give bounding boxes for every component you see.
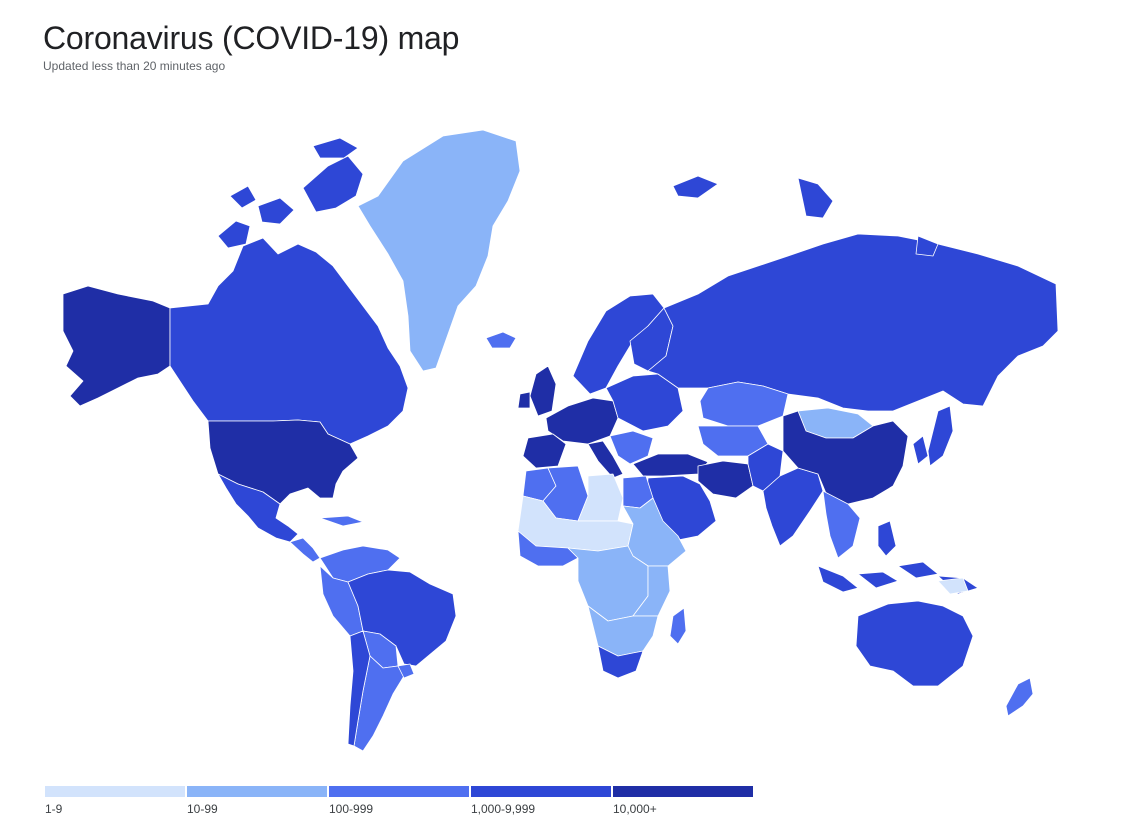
region-canada-arctic-islands[interactable]: [217, 137, 364, 249]
region-west-africa[interactable]: [517, 530, 579, 567]
region-eastern-europe[interactable]: [605, 373, 684, 432]
legend-label: 1,000-9,999: [471, 802, 536, 816]
region-canada[interactable]: [169, 237, 409, 445]
legend-label: 10-99: [187, 802, 218, 816]
region-iceland[interactable]: [485, 331, 517, 349]
region-iberia[interactable]: [522, 433, 567, 469]
map-header: Coronavirus (COVID-19) map Updated less …: [43, 18, 459, 73]
legend-swatch: [613, 786, 753, 797]
legend-swatch: [187, 786, 327, 797]
region-south-africa[interactable]: [597, 645, 644, 679]
page-title: Coronavirus (COVID-19) map: [43, 20, 460, 56]
legend-label: 10,000+: [613, 802, 657, 816]
region-central-america[interactable]: [289, 537, 321, 563]
region-papua[interactable]: [937, 577, 969, 595]
region-southeast-asia[interactable]: [822, 490, 861, 559]
region-korea-japan[interactable]: [912, 405, 954, 467]
region-caribbean[interactable]: [319, 515, 364, 527]
region-uk-ireland[interactable]: [517, 365, 557, 417]
region-philippines[interactable]: [877, 520, 897, 557]
update-status: Updated less than 20 minutes ago: [43, 59, 226, 73]
legend-swatch: [329, 786, 469, 797]
region-iran[interactable]: [697, 460, 754, 499]
region-mexico[interactable]: [217, 473, 299, 543]
region-russia[interactable]: [647, 233, 1059, 412]
region-india[interactable]: [762, 467, 824, 547]
region-chile[interactable]: [347, 630, 371, 747]
region-australia[interactable]: [855, 600, 974, 687]
legend-label: 100-999: [329, 802, 374, 816]
region-sudan-horn[interactable]: [622, 497, 687, 567]
region-balkans[interactable]: [609, 430, 654, 465]
world-map[interactable]: [58, 126, 1062, 758]
region-alaska[interactable]: [62, 285, 171, 407]
legend-swatch: [45, 786, 185, 797]
region-new-zealand[interactable]: [1005, 677, 1034, 717]
legend-swatch: [471, 786, 611, 797]
region-italy[interactable]: [587, 440, 624, 479]
region-madagascar[interactable]: [669, 607, 687, 645]
region-china[interactable]: [782, 410, 909, 505]
region-uruguay[interactable]: [397, 663, 415, 679]
region-greenland[interactable]: [357, 129, 521, 372]
region-russia-arctic-islands[interactable]: [672, 175, 939, 257]
legend-label: 1-9: [45, 802, 63, 816]
region-kazakhstan[interactable]: [699, 381, 789, 427]
